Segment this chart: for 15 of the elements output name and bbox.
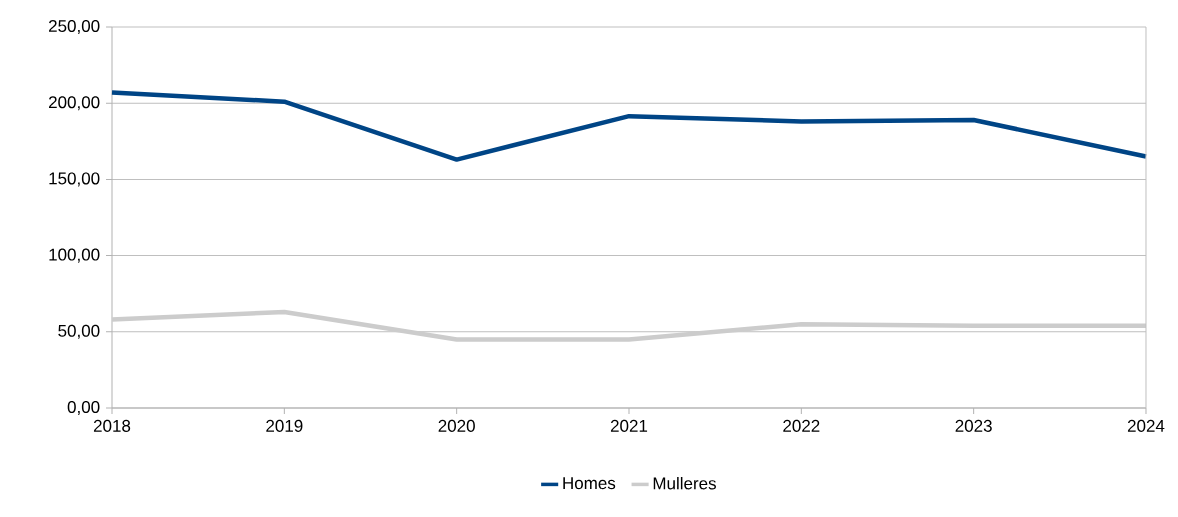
y-tick-label: 0,00	[67, 400, 100, 416]
x-tick-label: 2021	[610, 419, 648, 432]
y-tick-label: 50,00	[58, 324, 100, 339]
y-tick-label: 100,00	[49, 248, 100, 263]
y-tick-label: 150,00	[49, 172, 100, 187]
legend-label: Mulleres	[653, 476, 716, 490]
y-tick-label: 250,00	[49, 19, 100, 35]
legend-label: Homes	[563, 477, 616, 490]
x-tick-label: 2020	[438, 419, 475, 432]
x-tick-label: 2019	[266, 419, 303, 432]
x-tick-label: 2024	[1127, 419, 1165, 432]
x-tick-label: 2018	[93, 419, 131, 432]
y-tick-label: 200,00	[49, 96, 100, 111]
x-tick-label: 2022	[783, 419, 820, 432]
x-tick-label: 2023	[955, 419, 992, 432]
